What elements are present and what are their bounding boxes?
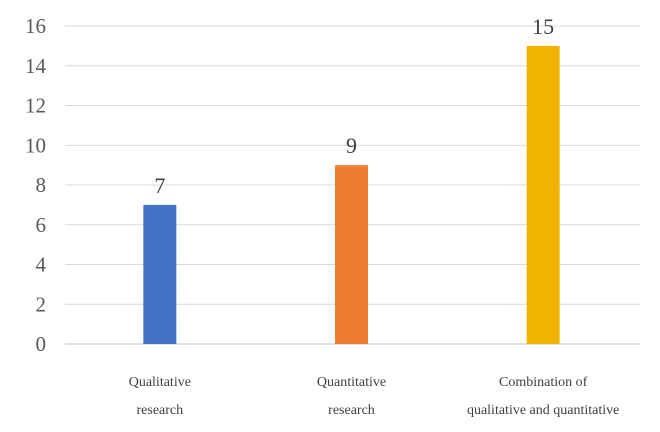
category-label: qualitative and quantitative [467, 403, 619, 418]
category-label: research [137, 403, 184, 418]
data-labels: 7 9 15 [154, 14, 554, 198]
data-label: 7 [154, 173, 165, 198]
bar [335, 165, 368, 344]
bars [143, 45, 560, 344]
y-tick-label: 6 [36, 213, 47, 237]
category-label: Combination of [499, 375, 588, 390]
category-label: Quantitative [317, 375, 386, 390]
category-label: research [328, 403, 375, 418]
y-tick-label: 8 [36, 173, 47, 197]
category-label: Qualitative [129, 375, 191, 390]
y-tick-label: 16 [25, 14, 46, 38]
y-tick-label: 10 [25, 133, 46, 157]
data-label: 9 [346, 133, 357, 158]
data-label: 15 [532, 14, 554, 39]
y-tick-label: 12 [25, 94, 46, 118]
bar [143, 204, 177, 344]
y-tick-label: 4 [36, 253, 47, 277]
y-tick-label: 14 [25, 54, 47, 78]
bar [526, 45, 560, 344]
y-axis-tick-labels: 0 2 4 6 8 10 12 14 16 [25, 14, 47, 356]
y-tick-label: 2 [36, 292, 47, 316]
category-labels: Qualitative research Quantitative research C… [129, 375, 620, 418]
y-tick-label: 0 [36, 332, 47, 356]
